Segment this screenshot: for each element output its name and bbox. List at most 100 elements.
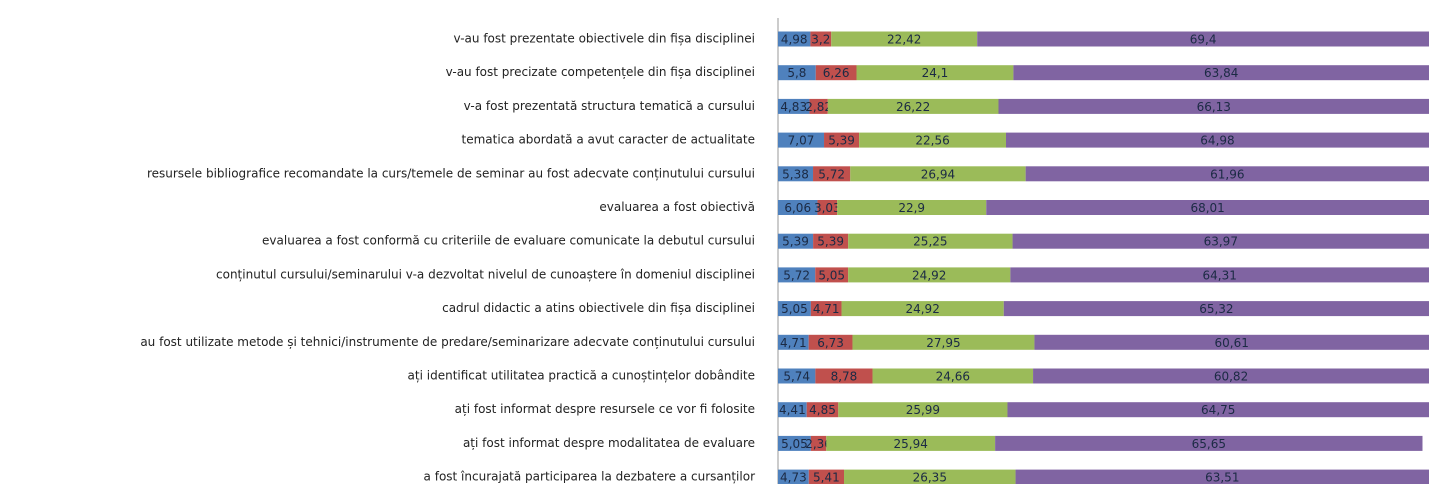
value-label: 5,39 (828, 134, 855, 148)
value-label: 60,82 (1214, 370, 1248, 384)
category-label: evaluarea a fost obiectivă (599, 200, 755, 214)
value-label: 4,98 (781, 33, 808, 47)
bar-segment (848, 267, 1011, 283)
value-label: 25,94 (893, 437, 927, 451)
value-label: 63,97 (1204, 235, 1238, 249)
bar-segment (1015, 469, 1429, 484)
bar-segment (778, 200, 818, 215)
value-label: 5,05 (781, 437, 808, 451)
bar-segment (778, 402, 807, 418)
bar-segment (778, 166, 814, 182)
bar-segment (778, 469, 809, 484)
category-label: a fost încurajată participarea la dezbat… (424, 470, 756, 484)
bar-segment (837, 200, 987, 215)
bar-segment (827, 98, 999, 114)
bar-segment (778, 435, 811, 451)
value-label: 24,92 (912, 268, 946, 282)
value-label: 4,71 (813, 302, 840, 316)
bar-segment (810, 301, 842, 317)
value-label: 2,36 (805, 437, 832, 451)
category-label: tematica abordată a avut caracter de act… (462, 133, 755, 147)
bar-segment (1013, 65, 1429, 81)
value-label: 5,39 (782, 235, 809, 249)
value-label: 5,39 (817, 235, 844, 249)
bar-segment (815, 65, 857, 81)
bar-segment (1033, 368, 1429, 384)
category-label: v-au fost prezentate obiectivele din fiș… (453, 32, 755, 46)
bar-segment (998, 98, 1429, 114)
value-label: 5,05 (818, 268, 845, 282)
value-label: 24,66 (936, 370, 970, 384)
value-label: 22,42 (887, 33, 921, 47)
value-label: 64,31 (1202, 268, 1236, 282)
value-label: 27,95 (926, 336, 960, 350)
category-label: v-a fost prezentată structura tematică a… (464, 99, 755, 113)
value-label: 4,41 (779, 403, 806, 417)
bar-segment (838, 402, 1008, 418)
value-label: 7,07 (788, 134, 815, 148)
bar-segment (986, 200, 1429, 215)
value-label: 25,25 (913, 235, 947, 249)
bar-segment (831, 31, 978, 47)
value-label: 4,85 (809, 403, 836, 417)
value-label: 66,13 (1197, 100, 1231, 114)
value-label: 24,1 (922, 66, 949, 80)
bar-segment (995, 435, 1423, 451)
bar-segment (850, 166, 1026, 182)
bar-segment (778, 301, 811, 317)
value-label: 65,32 (1199, 302, 1233, 316)
value-label: 26,35 (913, 471, 947, 484)
value-label: 64,75 (1201, 403, 1235, 417)
bar-segment (824, 132, 860, 148)
bar-segment (977, 31, 1429, 47)
value-label: 63,84 (1204, 66, 1238, 80)
value-label: 4,73 (780, 471, 807, 484)
value-label: 64,98 (1200, 134, 1234, 148)
bar-segment (1007, 402, 1429, 418)
value-label: 5,72 (818, 167, 845, 181)
value-label: 3,03 (814, 201, 841, 215)
value-label: 5,72 (783, 268, 810, 282)
value-label: 5,74 (783, 370, 810, 384)
bar-segment (1025, 166, 1429, 182)
bar-segment (815, 267, 849, 283)
value-label: 63,51 (1205, 471, 1239, 484)
value-label: 60,61 (1215, 336, 1249, 350)
category-label: conținutul cursului/seminarului v-a dezv… (216, 267, 755, 281)
bar-segment (1005, 132, 1429, 148)
value-label: 61,96 (1210, 167, 1244, 181)
bar-segment (778, 368, 816, 384)
bar-segment (1010, 267, 1429, 283)
bar-segment (809, 98, 828, 114)
bar-segment (859, 132, 1006, 148)
category-label: ați fost informat despre modalitatea de … (463, 436, 755, 450)
bar-segment (1003, 301, 1429, 317)
bar-segment (778, 65, 816, 81)
bar-segment (808, 334, 853, 350)
bar-segment (852, 334, 1035, 350)
value-label: 5,05 (781, 302, 808, 316)
category-label: ați fost informat despre resursele ce vo… (455, 402, 755, 416)
value-label: 4,71 (780, 336, 807, 350)
value-label: 22,56 (915, 134, 949, 148)
value-label: 65,65 (1192, 437, 1226, 451)
value-label: 8,78 (831, 370, 858, 384)
bar-segment (841, 301, 1004, 317)
bar-segment (856, 65, 1014, 81)
bar-segment (815, 368, 873, 384)
value-label: 6,73 (817, 336, 844, 350)
value-label: 26,94 (921, 167, 955, 181)
bar-segment (813, 233, 849, 249)
bar-segment (844, 469, 1016, 484)
bar-segment (778, 334, 809, 350)
value-label: 6,06 (784, 201, 811, 215)
category-label: ați identificat utilitatea practică a cu… (408, 369, 755, 383)
value-label: 4,83 (780, 100, 807, 114)
category-label: v-au fost precizate competențele din fiș… (446, 65, 755, 79)
bar-segment (810, 435, 827, 451)
bar-segment (826, 435, 996, 451)
bar-segment (778, 31, 811, 47)
value-label: 22,9 (898, 201, 925, 215)
value-label: 6,26 (823, 66, 850, 80)
